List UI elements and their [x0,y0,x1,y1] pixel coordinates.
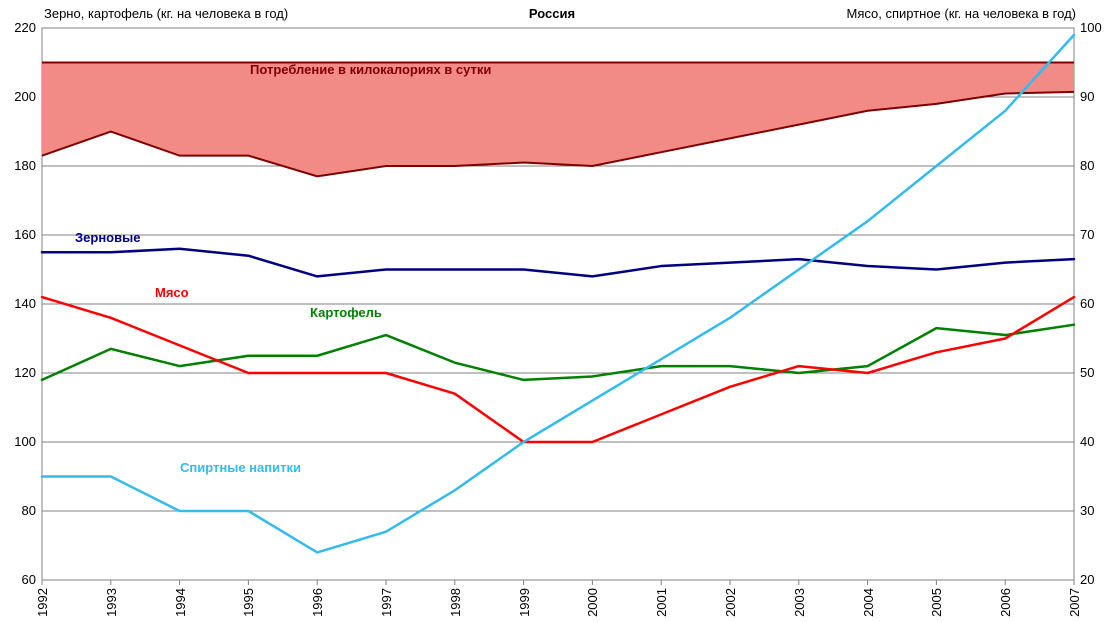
y-left-tick-label: 220 [14,20,36,35]
area-band-label: Потребление в килокалориях в сутки [250,62,491,77]
x-tick-label: 2000 [585,588,600,617]
series-label: Мясо [155,285,189,300]
y-right-tick-label: 30 [1080,503,1094,518]
series-label: Картофель [310,305,382,320]
y-right-tick-label: 90 [1080,89,1094,104]
x-tick-label: 1997 [379,588,394,617]
y-left-tick-label: 180 [14,158,36,173]
x-tick-label: 1995 [241,588,256,617]
y-right-tick-label: 40 [1080,434,1094,449]
y-right-tick-label: 50 [1080,365,1094,380]
x-tick-label: 1999 [517,588,532,617]
series-label: Зерновые [75,230,140,245]
x-tick-label: 1994 [173,588,188,617]
y-left-tick-label: 60 [22,572,36,587]
x-tick-label: 2007 [1067,588,1082,617]
y-left-tick-label: 80 [22,503,36,518]
y-right-tick-label: 60 [1080,296,1094,311]
y-left-tick-label: 100 [14,434,36,449]
x-tick-label: 2005 [929,588,944,617]
y-left-tick-label: 120 [14,365,36,380]
y-left-tick-label: 200 [14,89,36,104]
x-tick-label: 2004 [861,588,876,617]
y-right-tick-label: 80 [1080,158,1094,173]
x-tick-label: 2001 [654,588,669,617]
x-tick-label: 1998 [448,588,463,617]
x-tick-label: 1993 [104,588,119,617]
x-tick-label: 2003 [792,588,807,617]
y-right-tick-label: 70 [1080,227,1094,242]
x-tick-label: 1996 [310,588,325,617]
x-tick-label: 2002 [723,588,738,617]
x-tick-label: 2006 [998,588,1013,617]
chart-plot [0,0,1104,622]
y-left-tick-label: 160 [14,227,36,242]
x-tick-label: 1992 [35,588,50,617]
y-left-tick-label: 140 [14,296,36,311]
y-right-tick-label: 20 [1080,572,1094,587]
series-label: Спиртные напитки [180,460,301,475]
y-right-tick-label: 100 [1080,20,1102,35]
